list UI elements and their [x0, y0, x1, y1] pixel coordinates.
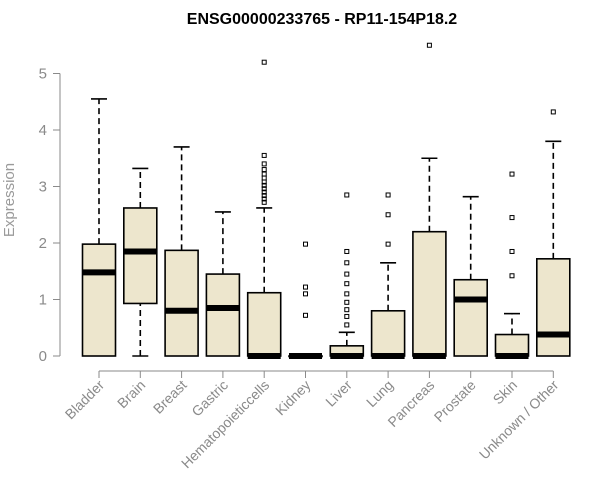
outlier-point [426, 42, 432, 48]
y-tick-label: 2 [39, 235, 47, 252]
y-tick-label: 3 [39, 179, 47, 196]
box [205, 273, 241, 357]
outlier-point [261, 171, 267, 177]
outlier-point [303, 312, 308, 318]
outlier-point [509, 248, 515, 254]
outlier-point [261, 179, 267, 185]
box [453, 278, 489, 357]
outlier-point [509, 215, 515, 221]
outlier-point [344, 192, 350, 198]
outlier-point [261, 182, 267, 188]
x-tick-label: Skin [490, 377, 521, 408]
outlier-point [344, 322, 350, 328]
outlier-point [261, 186, 267, 192]
outlier-point [303, 284, 308, 290]
outlier-point [303, 241, 308, 247]
outlier-point [344, 248, 350, 254]
outlier-point [261, 199, 267, 205]
outlier-point [261, 193, 267, 199]
box [123, 207, 158, 305]
outlier-point [509, 273, 515, 279]
outlier-point [550, 109, 556, 115]
x-tick-label: Brain [114, 377, 148, 411]
outlier-point [385, 212, 391, 218]
x-tick-label: Lung [363, 377, 396, 410]
y-tick-label: 5 [39, 66, 47, 83]
outlier-point [261, 175, 267, 181]
box [81, 243, 117, 357]
outlier-point [344, 260, 350, 266]
y-tick-label: 0 [39, 348, 47, 365]
outlier-point [261, 152, 267, 158]
box [164, 249, 199, 357]
x-tick-label: Prostate [431, 377, 479, 425]
outlier-point [344, 291, 350, 297]
outlier-point [509, 171, 515, 177]
y-tick-label: 1 [39, 292, 47, 309]
chart-title: ENSG00000233765 - RP11-154P18.2 [187, 11, 458, 28]
outlier-point [344, 313, 350, 319]
outlier-point [344, 307, 350, 313]
outlier-point [261, 196, 267, 202]
box [412, 230, 447, 357]
outlier-point [344, 299, 350, 305]
box [370, 309, 406, 357]
outlier-point [261, 59, 267, 65]
outlier-point [385, 192, 391, 198]
outlier-point [261, 161, 267, 167]
outlier-point [303, 291, 308, 297]
outlier-point [261, 167, 267, 173]
outlier-point [344, 271, 350, 277]
outlier-point [261, 189, 267, 195]
outlier-point [385, 241, 391, 247]
x-tick-label: Liver [322, 377, 355, 410]
box [535, 258, 571, 357]
y-tick-label: 4 [39, 122, 47, 139]
x-tick-label: Kidney [272, 377, 314, 419]
x-tick-label: Bladder [62, 377, 108, 423]
box [494, 333, 530, 357]
y-axis-label: Expression [1, 163, 18, 237]
outlier-point [344, 281, 350, 287]
x-tick-label: Breast [150, 377, 190, 417]
box [246, 291, 282, 357]
